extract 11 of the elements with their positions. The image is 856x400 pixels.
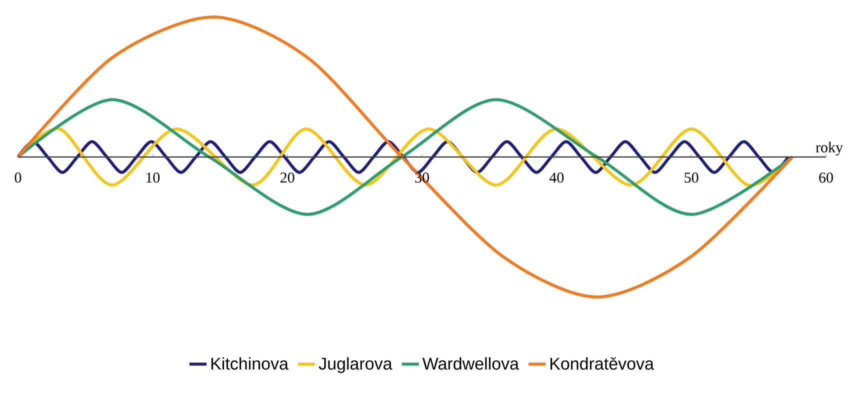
x-tick-label: 50	[684, 172, 698, 183]
legend-label: Kondratěvova	[550, 357, 654, 370]
legend-label: Juglarova	[318, 357, 392, 374]
x-tick-label: 10	[146, 172, 160, 183]
x-tick-label: 20	[280, 172, 294, 183]
x-tick-label: 0	[14, 172, 22, 183]
x-tick-label: 60	[819, 172, 833, 183]
legend-label: Kitchinova	[211, 357, 288, 370]
x-axis-title: roky	[816, 142, 843, 156]
legend-label: Wardwellova	[422, 357, 520, 370]
x-tick-label: 40	[549, 172, 564, 183]
